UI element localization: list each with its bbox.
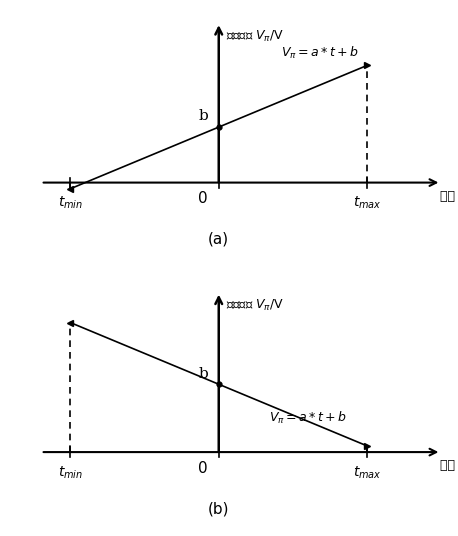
Text: $V_π=a*t+b$: $V_π=a*t+b$	[281, 45, 359, 61]
Text: 温度 t/℃: 温度 t/℃	[440, 190, 458, 203]
Text: 0: 0	[198, 191, 208, 206]
Text: $t_{max}$: $t_{max}$	[353, 464, 382, 481]
Text: $t_{min}$: $t_{min}$	[58, 464, 83, 481]
Text: $V_π=a*t+b$: $V_π=a*t+b$	[269, 410, 347, 426]
Text: b: b	[198, 109, 208, 123]
Text: 温度 t/℃: 温度 t/℃	[440, 459, 458, 472]
Text: (a): (a)	[208, 232, 229, 247]
Text: b: b	[198, 367, 208, 381]
Text: 0: 0	[198, 461, 208, 476]
Text: (b): (b)	[208, 501, 229, 516]
Text: $t_{max}$: $t_{max}$	[353, 195, 382, 211]
Text: 半波电压 $V_π$/V: 半波电压 $V_π$/V	[226, 28, 284, 43]
Text: $t_{min}$: $t_{min}$	[58, 195, 83, 211]
Text: 半波电压 $V_π$/V: 半波电压 $V_π$/V	[226, 298, 284, 313]
